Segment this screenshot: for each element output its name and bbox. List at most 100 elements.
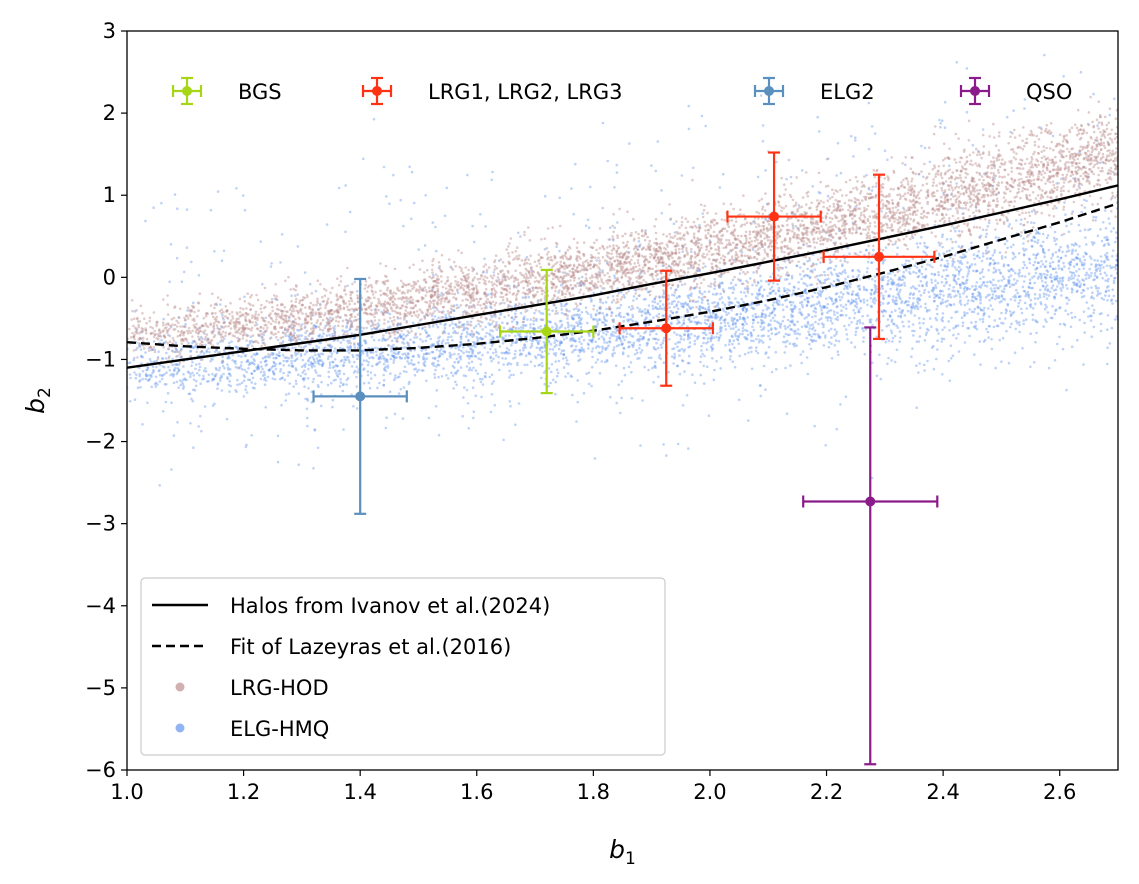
scatter-point bbox=[298, 337, 302, 341]
scatter-point bbox=[302, 377, 305, 381]
scatter-point bbox=[754, 315, 757, 319]
scatter-point bbox=[403, 316, 406, 319]
scatter-point bbox=[675, 364, 679, 368]
scatter-point bbox=[790, 320, 793, 324]
scatter-point bbox=[1022, 237, 1025, 240]
scatter-point bbox=[536, 300, 540, 303]
scatter-point bbox=[680, 347, 684, 351]
scatter-point bbox=[948, 329, 951, 332]
scatter-point bbox=[731, 278, 735, 282]
scatter-point bbox=[489, 356, 493, 360]
scatter-point bbox=[174, 363, 177, 366]
scatter-point bbox=[622, 315, 626, 319]
scatter-point bbox=[1103, 236, 1106, 239]
scatter-point bbox=[627, 320, 630, 323]
scatter-point bbox=[833, 328, 837, 331]
scatter-point bbox=[812, 339, 816, 342]
scatter-point bbox=[698, 289, 701, 293]
scatter-point bbox=[1031, 286, 1034, 290]
scatter-point bbox=[533, 311, 536, 315]
scatter-point bbox=[406, 330, 410, 333]
scatter-point bbox=[1075, 263, 1079, 266]
scatter-point bbox=[1079, 283, 1083, 286]
scatter-point bbox=[1039, 244, 1042, 247]
scatter-point bbox=[338, 346, 342, 350]
scatter-point bbox=[734, 322, 737, 326]
scatter-point bbox=[973, 326, 977, 330]
scatter-point bbox=[833, 334, 836, 338]
scatter-point bbox=[758, 289, 761, 293]
scatter-point bbox=[681, 359, 684, 362]
scatter-point bbox=[1025, 292, 1028, 296]
scatter-point bbox=[757, 340, 761, 344]
scatter-point bbox=[1018, 330, 1021, 334]
scatter-point bbox=[377, 357, 381, 361]
scatter-point bbox=[746, 329, 749, 333]
scatter-point bbox=[351, 353, 354, 357]
scatter-point bbox=[806, 284, 809, 288]
scatter-point bbox=[548, 348, 552, 351]
scatter-point bbox=[903, 314, 907, 317]
scatter-point bbox=[491, 335, 495, 339]
scatter-point bbox=[987, 324, 991, 328]
scatter-point bbox=[171, 357, 174, 361]
scatter-point bbox=[579, 318, 583, 322]
scatter-point bbox=[985, 257, 989, 260]
scatter-point bbox=[895, 324, 898, 328]
scatter-point bbox=[408, 165, 411, 169]
scatter-point bbox=[879, 291, 883, 295]
scatter-point bbox=[313, 324, 317, 328]
scatter-point bbox=[427, 416, 431, 420]
scatter-point bbox=[1044, 286, 1047, 289]
scatter-point bbox=[851, 298, 854, 302]
scatter-point bbox=[755, 346, 758, 349]
scatter-point bbox=[479, 213, 482, 216]
scatter-point bbox=[678, 354, 681, 357]
scatter-point bbox=[982, 312, 986, 316]
scatter-point bbox=[962, 292, 965, 295]
scatter-point bbox=[968, 334, 971, 338]
scatter-point bbox=[941, 298, 944, 301]
scatter-point bbox=[265, 359, 268, 363]
scatter-point bbox=[555, 245, 558, 248]
scatter-point bbox=[562, 357, 565, 360]
scatter-point bbox=[646, 308, 650, 312]
scatter-point bbox=[765, 308, 769, 311]
scatter-point bbox=[158, 484, 161, 487]
scatter-point bbox=[1085, 243, 1088, 246]
scatter-point bbox=[889, 287, 892, 291]
scatter-point bbox=[338, 369, 342, 373]
scatter-point bbox=[770, 327, 773, 330]
scatter-point bbox=[913, 287, 917, 290]
scatter-point bbox=[204, 370, 208, 373]
scatter-point bbox=[287, 356, 291, 360]
scatter-point bbox=[989, 262, 992, 265]
scatter-point bbox=[858, 278, 862, 281]
scatter-point bbox=[333, 325, 337, 328]
scatter-point bbox=[571, 286, 575, 290]
scatter-point bbox=[525, 335, 529, 338]
scatter-point bbox=[762, 288, 766, 292]
scatter-point bbox=[706, 299, 709, 302]
scatter-point bbox=[775, 367, 778, 371]
scatter-point bbox=[652, 316, 655, 319]
scatter-point bbox=[563, 271, 567, 275]
scatter-point bbox=[177, 386, 180, 390]
scatter-point bbox=[1096, 234, 1100, 238]
scatter-point bbox=[836, 305, 839, 308]
scatter-point bbox=[1027, 295, 1031, 299]
scatter-point bbox=[213, 350, 217, 354]
scatter-point bbox=[466, 354, 469, 358]
scatter-point bbox=[927, 290, 931, 294]
scatter-point bbox=[484, 292, 488, 295]
scatter-point bbox=[382, 373, 386, 377]
scatter-point bbox=[998, 317, 1001, 321]
scatter-point bbox=[954, 240, 958, 244]
scatter-point bbox=[941, 328, 944, 332]
scatter-point bbox=[267, 369, 271, 372]
scatter-point bbox=[827, 157, 830, 161]
scatter-point bbox=[258, 329, 262, 333]
scatter-point bbox=[939, 301, 943, 304]
scatter-point bbox=[830, 299, 834, 303]
scatter-point bbox=[509, 404, 512, 408]
